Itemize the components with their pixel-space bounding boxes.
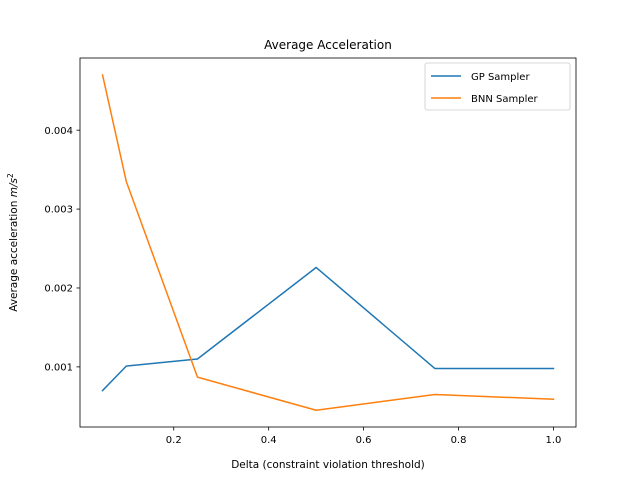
y-tick-label: 0.002 [44,284,73,295]
x-tick-label: 0.2 [166,435,182,446]
y-axis-ticks: 0.001 0.002 0.003 0.004 [44,126,80,373]
x-axis-label: Delta (constraint violation threshold) [231,459,425,471]
legend: GP Sampler BNN Sampler [424,62,571,111]
legend-label-bnn-sampler: BNN Sampler [471,94,538,105]
legend-box [424,62,571,111]
chart-title: Average Acceleration [264,38,392,52]
x-tick-label: 1.0 [546,435,562,446]
series-line-gp-sampler [101,266,555,392]
y-axis-label-exponent: 2 [6,173,15,178]
y-axis-label-text: Average acceleration [8,197,20,311]
x-axis-ticks: 0.2 0.4 0.6 0.8 1.0 [166,427,562,446]
x-tick-label: 0.6 [356,435,372,446]
y-axis-label: Average acceleration m/s2 [6,173,20,312]
series-line-bnn-sampler [101,74,555,412]
series-layer [101,74,555,412]
y-tick-label: 0.001 [44,362,73,373]
y-axis-label-unit: m/s [8,178,20,198]
y-tick-label: 0.003 [44,205,73,216]
x-tick-label: 0.4 [261,435,277,446]
plot-area-frame [79,57,577,428]
legend-label-gp-sampler: GP Sampler [471,72,530,83]
y-tick-label: 0.004 [44,126,73,137]
x-tick-label: 0.8 [451,435,467,446]
